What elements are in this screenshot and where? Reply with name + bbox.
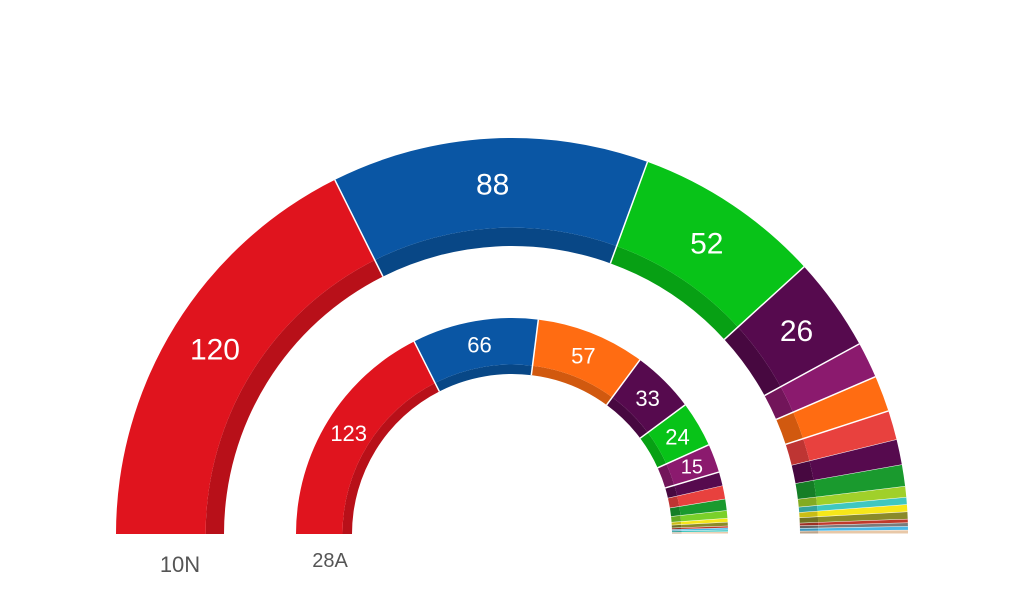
seat-segment-divider-outer-14	[799, 526, 908, 530]
seat-segment-shade-outer-16	[799, 531, 819, 534]
seat-segment-shade-inner-8	[669, 506, 681, 517]
seat-segment-divider-inner-12	[671, 527, 728, 531]
seat-count-label-outer-2: 52	[690, 227, 723, 260]
seat-segment-divider-outer-4	[775, 376, 877, 422]
seat-count-label-inner-5: 15	[681, 456, 703, 478]
seat-segment-inner-2	[533, 319, 641, 398]
seat-segment-divider-outer-10	[799, 504, 907, 514]
seat-segment-outer-3	[738, 267, 860, 388]
seat-segment-inner-0	[296, 341, 436, 534]
seat-segment-shade-outer-8	[795, 480, 817, 500]
seat-count-label-inner-2: 57	[571, 343, 595, 368]
seat-segment-inner-6	[674, 472, 723, 497]
seat-segment-outer-11	[817, 504, 908, 518]
seat-segment-shade-outer-1	[375, 227, 618, 277]
seat-segment-shade-outer-14	[799, 525, 819, 529]
seat-count-label-outer-1: 88	[476, 169, 509, 202]
seat-segment-divider-inner-8	[671, 510, 727, 518]
ring-10n: 120 88 52 26	[116, 137, 908, 535]
seat-segment-shade-inner-2	[532, 365, 613, 406]
seat-segment-divider-outer-7	[795, 464, 903, 485]
seat-segment-shade-outer-6	[785, 439, 810, 466]
seat-segment-shade-inner-3	[607, 397, 649, 439]
seat-segment-divider-inner-3	[639, 404, 687, 441]
ring-label-10n: 10N	[160, 552, 200, 577]
seat-count-label-inner-1: 66	[467, 332, 491, 357]
seat-segment-shade-outer-11	[799, 511, 818, 519]
seat-count-label-inner-3: 33	[635, 386, 659, 411]
seat-segment-shade-inner-9	[671, 515, 682, 523]
seat-segment-outer-7	[809, 439, 902, 481]
seat-segment-outer-0	[116, 179, 376, 535]
seat-segment-shade-outer-4	[764, 387, 794, 421]
seat-segment-shade-outer-3	[724, 327, 782, 397]
seat-segment-shade-outer-0	[205, 259, 384, 534]
seat-segment-divider-outer-3	[764, 343, 861, 398]
seat-segment-outer-2	[617, 162, 805, 328]
seat-segment-divider-outer-5	[785, 410, 890, 447]
seat-count-label-inner-4: 24	[665, 425, 689, 450]
seat-count-label-outer-3: 26	[780, 315, 813, 348]
seat-segment-outer-16	[818, 530, 908, 534]
seat-segment-shade-inner-7	[667, 496, 680, 509]
seat-segment-shade-inner-1	[435, 364, 534, 392]
seat-segment-shade-outer-7	[791, 461, 814, 484]
seat-segment-shade-inner-4	[640, 433, 667, 469]
seat-segment-outer-15	[818, 526, 908, 532]
seat-segment-shade-inner-11	[671, 524, 682, 529]
seat-segment-shade-outer-5	[776, 412, 804, 446]
seat-segment-divider-outer-12	[799, 518, 908, 524]
seat-segment-outer-6	[803, 411, 897, 462]
seat-count-label-outer-0: 120	[190, 334, 240, 367]
seat-segment-shade-inner-0	[342, 382, 441, 534]
seat-segment-inner-1	[414, 318, 540, 383]
seat-segment-outer-13	[818, 519, 908, 526]
seat-segment-shade-inner-5	[657, 464, 675, 489]
seat-segment-inner-7	[677, 485, 726, 507]
seat-segment-inner-3	[612, 360, 686, 434]
seat-segment-inner-4	[648, 405, 710, 465]
seat-segment-shade-outer-10	[798, 505, 818, 513]
seat-segment-shade-inner-10	[671, 521, 682, 526]
seat-segment-shade-outer-9	[797, 497, 818, 508]
seat-count-label-inner-0: 123	[330, 421, 367, 446]
seat-segment-shade-inner-6	[665, 485, 678, 499]
seat-segment-shade-outer-12	[799, 517, 819, 524]
seat-segment-shade-outer-15	[799, 528, 819, 532]
seat-segment-outer-5	[793, 377, 889, 440]
seat-segment-outer-4	[781, 344, 876, 413]
seat-segment-outer-1	[335, 137, 649, 260]
ring-label-28a: 28A	[312, 550, 348, 572]
seat-segment-outer-9	[816, 486, 907, 506]
seat-segment-shade-outer-2	[611, 246, 739, 340]
seat-segment-divider-inner-1	[530, 319, 541, 376]
seat-segment-inner-10	[681, 518, 728, 525]
seat-segment-outer-10	[817, 497, 907, 512]
